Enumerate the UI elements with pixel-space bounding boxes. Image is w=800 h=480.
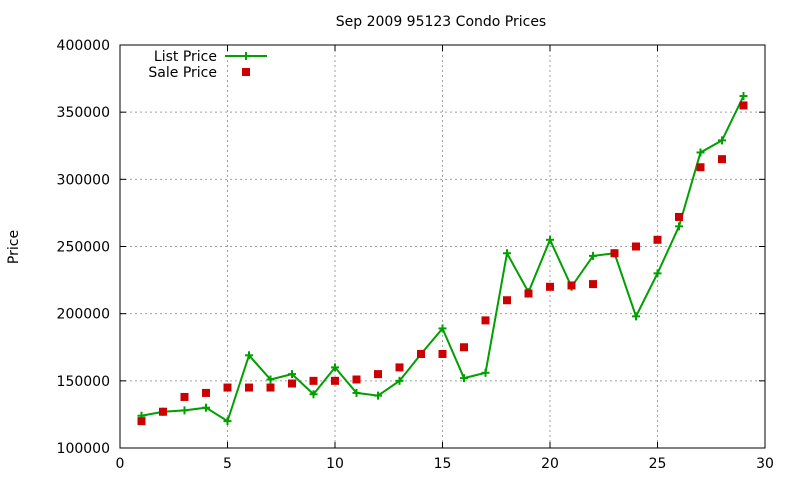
sale-price-point xyxy=(718,155,726,164)
list-price-line xyxy=(141,95,745,423)
y-tick-label: 200000 xyxy=(57,307,110,323)
list-price-point xyxy=(223,417,232,426)
sale-price-point xyxy=(589,280,597,289)
sale-price-point xyxy=(374,370,382,379)
x-tick-label: 30 xyxy=(756,456,774,472)
sale-price-point xyxy=(245,383,253,392)
sale-price-point xyxy=(653,235,662,244)
sale-price-point xyxy=(137,417,146,426)
legend-label: Sale Price xyxy=(148,65,217,81)
sale-price-point xyxy=(546,282,554,291)
list-price-point xyxy=(180,406,189,415)
series-layer xyxy=(137,92,748,426)
list-price-point xyxy=(245,351,253,360)
list-price-point xyxy=(266,375,275,384)
sale-price-point xyxy=(632,242,640,251)
sale-price-point xyxy=(159,407,167,416)
sale-price-point xyxy=(202,388,210,397)
list-price-point xyxy=(202,403,210,412)
y-tick-label: 300000 xyxy=(57,172,110,188)
sale-price-point xyxy=(223,383,232,392)
axis-ticks: 0 5 10 15 20 25 30 100000 150000 200000 250000 3000… xyxy=(57,38,774,472)
x-tick-label: 0 xyxy=(116,456,125,472)
list-price-point xyxy=(288,370,296,379)
list-price-point xyxy=(309,390,318,399)
legend-plus-swatch xyxy=(242,52,250,60)
x-tick-label: 20 xyxy=(541,456,559,472)
list-price-point xyxy=(460,374,468,383)
sale-price-point xyxy=(503,296,511,305)
sale-price-point xyxy=(395,363,404,372)
sale-price-point xyxy=(675,212,683,221)
list-price-point xyxy=(374,391,382,400)
list-price-point xyxy=(331,363,339,372)
y-tick-label: 100000 xyxy=(57,441,110,457)
sale-price-point xyxy=(417,349,425,358)
list-price-point xyxy=(481,368,490,377)
list-price-point xyxy=(395,376,404,385)
sale-price-point xyxy=(352,375,361,384)
list-price-point xyxy=(739,92,748,101)
sale-price-point xyxy=(610,249,619,258)
y-tick-label: 350000 xyxy=(57,105,110,121)
sale-price-point xyxy=(481,316,490,325)
series-sale-price xyxy=(137,101,748,426)
sale-price-point xyxy=(180,392,189,401)
x-tick-label: 10 xyxy=(326,456,344,472)
y-axis-label: Price xyxy=(6,230,22,264)
sale-price-point xyxy=(438,349,447,358)
y-tick-label: 150000 xyxy=(57,374,110,390)
legend-label: List Price xyxy=(154,49,217,65)
list-price-point xyxy=(675,222,683,231)
legend-square-swatch xyxy=(242,68,250,76)
x-tick-label: 15 xyxy=(434,456,452,472)
sale-price-point xyxy=(567,281,576,290)
x-tick-label: 5 xyxy=(223,456,232,472)
list-price-point xyxy=(653,269,662,278)
sale-price-point xyxy=(331,376,339,385)
list-price-point xyxy=(696,148,705,157)
grid xyxy=(120,45,765,448)
sale-price-point xyxy=(309,376,318,385)
list-price-point xyxy=(503,249,511,258)
sale-price-point xyxy=(460,343,468,352)
sale-price-point xyxy=(696,163,705,172)
list-price-point xyxy=(589,251,597,260)
list-price-point xyxy=(632,312,640,321)
list-price-point xyxy=(352,388,361,397)
y-tick-label: 250000 xyxy=(57,240,110,256)
list-price-point xyxy=(718,136,726,145)
y-tick-label: 400000 xyxy=(57,38,110,54)
x-tick-label: 25 xyxy=(649,456,667,472)
sale-price-point xyxy=(288,379,296,388)
sale-price-point xyxy=(524,289,533,298)
sale-price-point xyxy=(266,383,275,392)
list-price-point xyxy=(546,235,554,244)
sale-price-point xyxy=(739,101,748,110)
list-price-point xyxy=(438,324,447,333)
chart-title: Sep 2009 95123 Condo Prices xyxy=(336,14,546,30)
